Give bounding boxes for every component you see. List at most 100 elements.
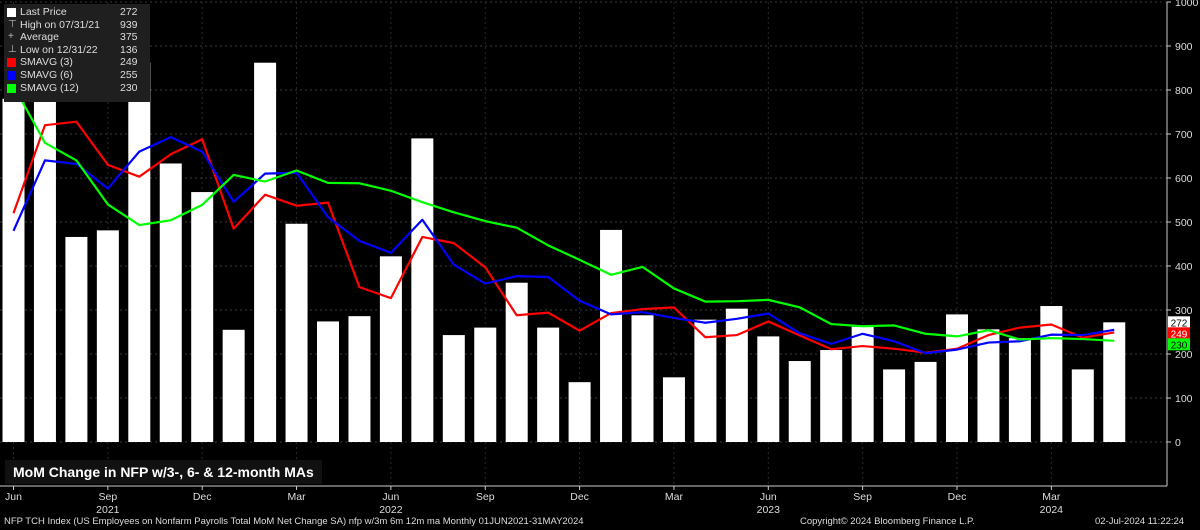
bar xyxy=(285,223,308,442)
bar xyxy=(788,361,811,442)
y-tick-label: 100 xyxy=(1175,393,1193,405)
legend-label: SMAVG (3) xyxy=(20,56,73,69)
bar xyxy=(411,138,434,442)
y-tick-label: 800 xyxy=(1175,85,1193,97)
legend-value: 272 xyxy=(120,6,138,18)
legend-item-last-price: Last Price 272 xyxy=(4,6,150,19)
legend-value: 230 xyxy=(120,81,138,94)
low-marker-icon: ⊥ xyxy=(8,43,17,55)
legend-label: Low on 12/31/22 xyxy=(20,43,98,56)
legend-value: 939 xyxy=(120,18,138,31)
x-year-label: 2021 xyxy=(96,504,120,516)
bar xyxy=(1040,306,1063,442)
right-label-text: 249 xyxy=(1171,329,1188,340)
bar xyxy=(568,382,591,442)
bar xyxy=(505,282,528,442)
x-tick-label: Mar xyxy=(665,491,684,503)
legend-value: 375 xyxy=(120,31,138,44)
bar xyxy=(977,329,1000,442)
bar xyxy=(379,256,402,442)
series-line xyxy=(12,135,1115,355)
x-tick-label: Dec xyxy=(193,491,212,503)
right-label-box xyxy=(1168,316,1190,329)
bar xyxy=(191,192,214,442)
y-tick-label: 0 xyxy=(1175,437,1181,449)
right-label-text: 230 xyxy=(1171,340,1188,351)
bar xyxy=(96,230,119,442)
x-tick-label: Sep xyxy=(99,491,118,503)
x-tick-label: Sep xyxy=(476,491,495,503)
bar xyxy=(1071,369,1094,442)
bar xyxy=(883,369,906,442)
y-tick-label: 200 xyxy=(1175,349,1193,361)
line-series xyxy=(12,85,1115,355)
legend-value: 255 xyxy=(120,68,138,81)
x-tick-label: Mar xyxy=(1042,491,1061,503)
bar xyxy=(914,361,937,442)
bar xyxy=(851,326,874,442)
y-tick-label: 900 xyxy=(1175,41,1193,53)
y-tick-label: 300 xyxy=(1175,305,1193,317)
x-tick-label: Jun xyxy=(382,491,399,503)
bar xyxy=(820,350,843,442)
average-marker-icon: + xyxy=(8,31,14,43)
bar xyxy=(946,314,968,442)
footer-copyright: Copyright© 2024 Bloomberg Finance L.P. xyxy=(800,516,975,527)
x-tick-label: Jun xyxy=(5,491,22,503)
legend-label: SMAVG (6) xyxy=(20,68,73,81)
bar xyxy=(1008,338,1031,442)
legend-label: SMAVG (12) xyxy=(20,81,79,94)
bar xyxy=(631,315,654,442)
legend-label: Average xyxy=(20,31,59,44)
y-tick-label: 600 xyxy=(1175,173,1193,185)
right-label-box xyxy=(1168,338,1190,351)
last-price-swatch xyxy=(7,8,16,17)
y-tick-label: 1000 xyxy=(1175,0,1199,9)
legend-item-smavg12: SMAVG (12) 230 xyxy=(4,82,150,95)
series-line xyxy=(12,85,1115,342)
footer-timestamp: 02-Jul-2024 11:22:24 xyxy=(1095,516,1185,527)
right-label-box xyxy=(1168,327,1190,340)
smavg12-swatch xyxy=(7,83,16,93)
x-year-label: 2022 xyxy=(379,504,403,516)
legend-item-high: ⊤ High on 07/31/21 939 xyxy=(4,19,150,32)
smavg6-swatch xyxy=(7,70,16,80)
x-year-label: 2024 xyxy=(1040,504,1064,516)
legend: Last Price 272 ⊤ High on 07/31/21 939 + … xyxy=(4,4,150,102)
legend-value: 136 xyxy=(120,43,138,56)
right-label-text: 272 xyxy=(1171,318,1188,329)
bar xyxy=(2,98,25,443)
x-tick-label: Mar xyxy=(288,491,307,503)
legend-item-low: ⊥ Low on 12/31/22 136 xyxy=(4,44,150,57)
bar xyxy=(128,62,151,442)
x-tick-label: Dec xyxy=(948,491,967,503)
bar xyxy=(537,327,560,442)
legend-value: 249 xyxy=(120,56,138,69)
bar xyxy=(159,163,182,443)
bar xyxy=(757,336,780,442)
bar xyxy=(694,319,717,442)
legend-item-smavg6: SMAVG (6) 255 xyxy=(4,69,150,82)
x-tick-label: Dec xyxy=(570,491,589,503)
legend-label: High on 07/31/21 xyxy=(20,18,100,31)
legend-label: Last Price xyxy=(20,6,67,18)
chart-title: MoM Change in NFP w/3-, 6- & 12-month MA… xyxy=(5,460,322,484)
footer-description: NFP TCH Index (US Employees on Nonfarm P… xyxy=(4,516,584,527)
bar xyxy=(600,229,623,442)
bar xyxy=(317,321,339,442)
y-tick-label: 400 xyxy=(1175,261,1193,273)
x-tick-label: Jun xyxy=(760,491,777,503)
x-tick-label: Sep xyxy=(853,491,872,503)
bar xyxy=(65,236,88,442)
y-tick-label: 500 xyxy=(1175,217,1193,229)
bar xyxy=(474,327,497,442)
bar xyxy=(254,62,277,442)
legend-item-smavg3: SMAVG (3) 249 xyxy=(4,56,150,69)
high-marker-icon: ⊤ xyxy=(8,18,17,30)
legend-item-average: + Average 375 xyxy=(4,31,150,44)
bar xyxy=(725,308,748,442)
bar xyxy=(662,377,685,442)
bar xyxy=(348,316,371,442)
bar-series xyxy=(2,28,1126,443)
